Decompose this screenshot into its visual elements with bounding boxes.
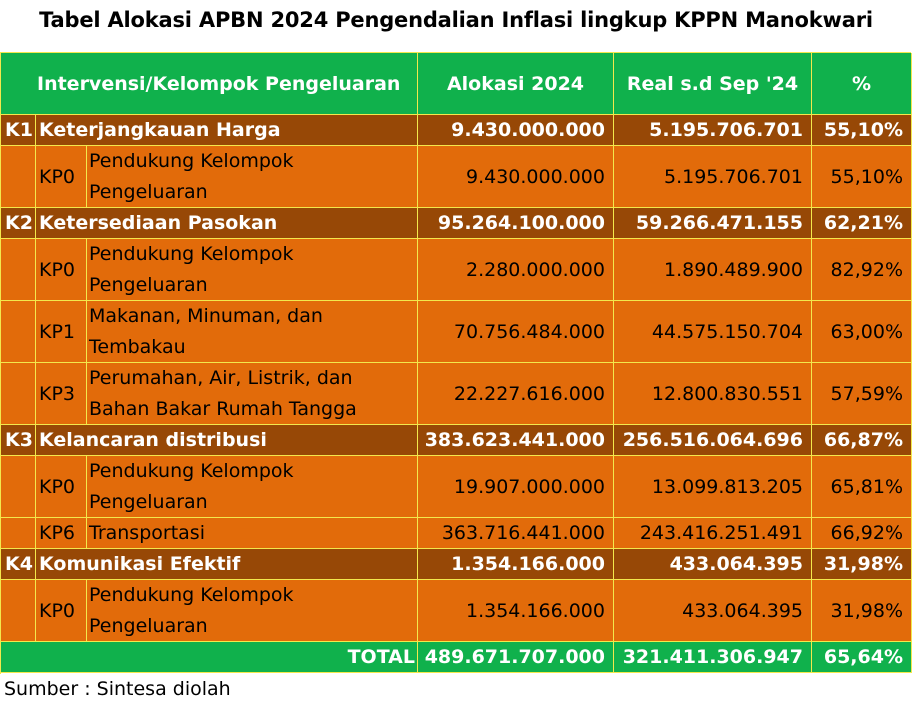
header-alokasi: Alokasi 2024 bbox=[418, 53, 614, 115]
k1-code: K1 bbox=[1, 115, 36, 146]
k3-persen: 66,87% bbox=[812, 425, 912, 456]
k1-kp0-name: Pendukung Kelompok Pengeluaran bbox=[87, 146, 418, 208]
k2-kp3-name: Perumahan, Air, Listrik, dan Bahan Bakar… bbox=[87, 363, 418, 425]
k3-kp6-persen: 66,92% bbox=[812, 518, 912, 549]
k4-code: K4 bbox=[1, 549, 36, 580]
k3-kp6-name: Transportasi bbox=[87, 518, 418, 549]
k4-kp0-code: KP0 bbox=[36, 580, 87, 642]
k3-kp6-spacer bbox=[1, 518, 36, 549]
k3-real: 256.516.064.696 bbox=[614, 425, 812, 456]
k3-alokasi: 383.623.441.000 bbox=[418, 425, 614, 456]
k1-persen: 55,10% bbox=[812, 115, 912, 146]
k2-kp0-alokasi: 2.280.000.000 bbox=[418, 239, 614, 301]
k1-kp0-alokasi: 9.430.000.000 bbox=[418, 146, 614, 208]
k2-kp0-code: KP0 bbox=[36, 239, 87, 301]
header-real: Real s.d Sep '24 bbox=[614, 53, 812, 115]
k1-kp0-real: 5.195.706.701 bbox=[614, 146, 812, 208]
k3-kp0-spacer bbox=[1, 456, 36, 518]
k2-real: 59.266.471.155 bbox=[614, 208, 812, 239]
total-label: TOTAL bbox=[1, 642, 418, 673]
header-intervensi: Intervensi/Kelompok Pengeluaran bbox=[1, 53, 418, 115]
k2-kp1-name: Makanan, Minuman, dan Tembakau bbox=[87, 301, 418, 363]
k2-kp1-code: KP1 bbox=[36, 301, 87, 363]
k2-kp0-name: Pendukung Kelompok Pengeluaran bbox=[87, 239, 418, 301]
k1-alokasi: 9.430.000.000 bbox=[418, 115, 614, 146]
allocation-table: Intervensi/Kelompok Pengeluaran Alokasi … bbox=[0, 52, 912, 674]
k4-real: 433.064.395 bbox=[614, 549, 812, 580]
source-note: Sumber : Sintesa diolah bbox=[4, 678, 231, 700]
k1-kp0-code: KP0 bbox=[36, 146, 87, 208]
k4-kp0-persen: 31,98% bbox=[812, 580, 912, 642]
k2-kp3-code: KP3 bbox=[36, 363, 87, 425]
k2-kp3-real: 12.800.830.551 bbox=[614, 363, 812, 425]
k4-kp0-real: 433.064.395 bbox=[614, 580, 812, 642]
k3-code: K3 bbox=[1, 425, 36, 456]
k4-kp0-spacer bbox=[1, 580, 36, 642]
k3-kp6-code: KP6 bbox=[36, 518, 87, 549]
k2-kp0-real: 1.890.489.900 bbox=[614, 239, 812, 301]
total-persen: 65,64% bbox=[812, 642, 912, 673]
k2-name: Ketersediaan Pasokan bbox=[36, 208, 418, 239]
table-title: Tabel Alokasi APBN 2024 Pengendalian Inf… bbox=[39, 8, 873, 32]
k2-kp0-spacer bbox=[1, 239, 36, 301]
k3-kp0-alokasi: 19.907.000.000 bbox=[418, 456, 614, 518]
total-real: 321.411.306.947 bbox=[614, 642, 812, 673]
k1-real: 5.195.706.701 bbox=[614, 115, 812, 146]
k2-kp1-real: 44.575.150.704 bbox=[614, 301, 812, 363]
k4-name: Komunikasi Efektif bbox=[36, 549, 418, 580]
k2-kp1-spacer bbox=[1, 301, 36, 363]
k4-kp0-name: Pendukung Kelompok Pengeluaran bbox=[87, 580, 418, 642]
k3-kp0-name: Pendukung Kelompok Pengeluaran bbox=[87, 456, 418, 518]
k2-kp0-persen: 82,92% bbox=[812, 239, 912, 301]
k4-kp0-alokasi: 1.354.166.000 bbox=[418, 580, 614, 642]
k2-code: K2 bbox=[1, 208, 36, 239]
k2-kp3-spacer bbox=[1, 363, 36, 425]
k1-name: Keterjangkauan Harga bbox=[36, 115, 418, 146]
k3-kp6-real: 243.416.251.491 bbox=[614, 518, 812, 549]
k3-name: Kelancaran distribusi bbox=[36, 425, 418, 456]
k2-persen: 62,21% bbox=[812, 208, 912, 239]
k4-persen: 31,98% bbox=[812, 549, 912, 580]
k2-kp1-alokasi: 70.756.484.000 bbox=[418, 301, 614, 363]
k3-kp0-code: KP0 bbox=[36, 456, 87, 518]
header-persen: % bbox=[812, 53, 912, 115]
k4-alokasi: 1.354.166.000 bbox=[418, 549, 614, 580]
k3-kp6-alokasi: 363.716.441.000 bbox=[418, 518, 614, 549]
total-alokasi: 489.671.707.000 bbox=[418, 642, 614, 673]
k2-kp3-alokasi: 22.227.616.000 bbox=[418, 363, 614, 425]
k2-alokasi: 95.264.100.000 bbox=[418, 208, 614, 239]
k1-kp0-persen: 55,10% bbox=[812, 146, 912, 208]
k3-kp0-persen: 65,81% bbox=[812, 456, 912, 518]
k1-kp0-spacer bbox=[1, 146, 36, 208]
k3-kp0-real: 13.099.813.205 bbox=[614, 456, 812, 518]
k2-kp3-persen: 57,59% bbox=[812, 363, 912, 425]
k2-kp1-persen: 63,00% bbox=[812, 301, 912, 363]
